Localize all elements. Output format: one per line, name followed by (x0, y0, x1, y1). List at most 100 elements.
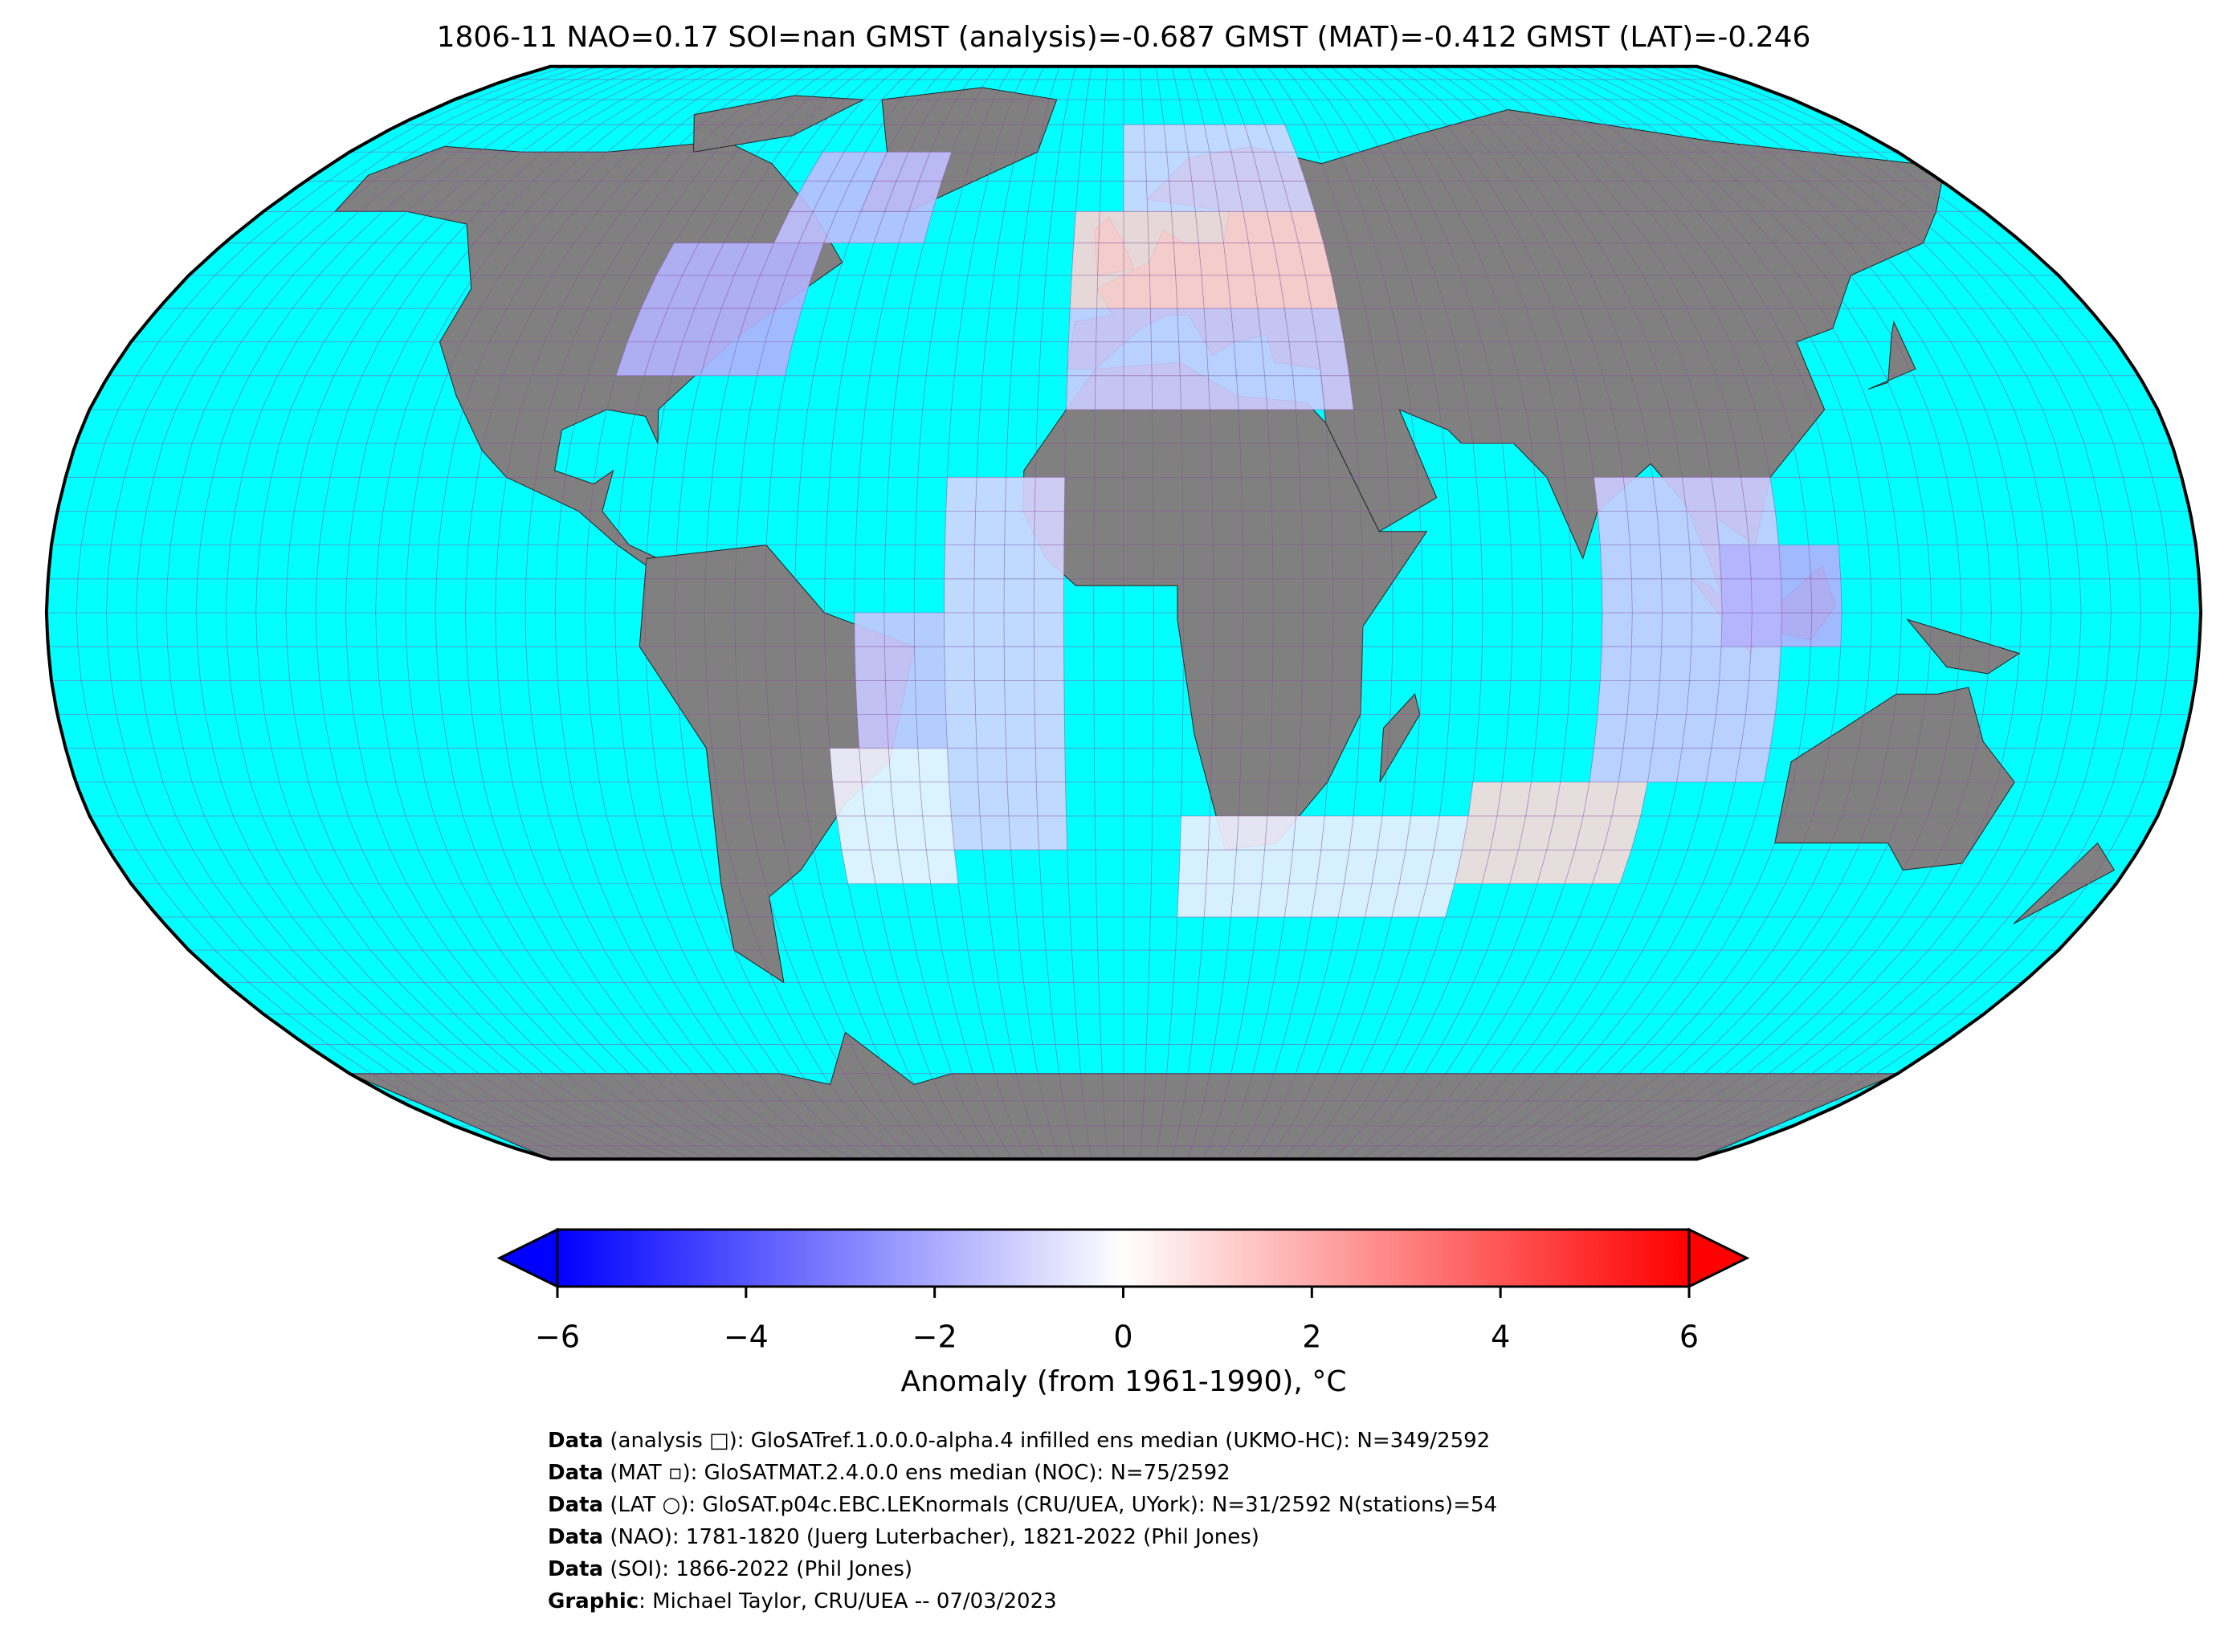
anomaly-cell (1778, 545, 1811, 579)
anomaly-cell (1594, 477, 1627, 512)
anomaly-cell (1166, 152, 1192, 182)
footer-line: Data (SOI): 1866-2022 (Phil Jones) (548, 1557, 912, 1581)
anomaly-cell (1204, 124, 1231, 153)
anomaly-cell (1259, 181, 1292, 212)
anomaly-cell (1462, 816, 1497, 850)
anomaly-cell (615, 341, 655, 376)
anomaly-cell (1037, 816, 1067, 850)
anomaly-cell (832, 781, 866, 816)
anomaly-cell (1509, 850, 1547, 884)
anomaly-cell (1208, 816, 1239, 850)
anomaly-cell (1291, 211, 1324, 243)
anomaly-cell (893, 816, 927, 850)
anomaly-cell (694, 275, 734, 309)
anomaly-cell (1195, 211, 1224, 243)
anomaly-cell (1204, 308, 1234, 342)
anomaly-cell (855, 680, 887, 715)
anomaly-cell (1627, 511, 1660, 545)
anomaly-cell (1257, 883, 1289, 917)
anomaly-cell (1518, 816, 1555, 850)
anomaly-cell (1124, 341, 1153, 376)
graticule (1298, 66, 1454, 1160)
anomaly-cell (1735, 748, 1770, 782)
anomaly-cell (1214, 181, 1243, 212)
anomaly-cell (1264, 816, 1296, 850)
anomaly-cell (1230, 308, 1262, 342)
anomaly-cell (710, 308, 749, 342)
graticule (1003, 66, 1061, 1160)
anomaly-cell (1146, 181, 1172, 212)
anomaly-cell (1034, 477, 1065, 512)
anomaly-cell (1537, 850, 1575, 884)
anomaly-cell (1706, 748, 1741, 782)
anomaly-cell (1227, 275, 1258, 309)
anomaly-cell (1169, 181, 1196, 212)
anomaly-cell (1554, 781, 1589, 816)
anomaly-cell (1289, 341, 1321, 376)
anomaly-cell (1574, 816, 1612, 850)
anomaly-cell (1740, 477, 1776, 512)
anomaly-cell (1147, 211, 1174, 243)
anomaly-cell (1676, 748, 1712, 782)
graticule (255, 66, 663, 1160)
anomaly-cell (1418, 883, 1455, 917)
anomaly-cell (773, 211, 814, 243)
anomaly-cell (977, 748, 1007, 782)
anomaly-cell (1468, 781, 1503, 816)
footer-label: Graphic (548, 1589, 639, 1613)
anomaly-cell (1630, 647, 1662, 681)
anomaly-cell (1583, 781, 1619, 816)
anomaly-cell (1316, 850, 1349, 884)
anomaly-cell (1691, 578, 1723, 613)
anomaly-cell (1124, 308, 1152, 342)
anomaly-cell (908, 181, 942, 212)
anomaly-cell (1810, 613, 1842, 647)
anomaly-cell (944, 578, 974, 613)
anomaly-cell (1180, 816, 1210, 850)
anomaly-cell (1810, 578, 1842, 613)
graticule (1267, 66, 1394, 1160)
anomaly-cell (1711, 477, 1746, 512)
anomaly-cell (1399, 850, 1434, 884)
anomaly-cell (884, 181, 920, 212)
footer-line: Graphic: Michael Taylor, CRU/UEA -- 07/0… (548, 1589, 1057, 1613)
graticule (1410, 66, 1663, 1160)
graticule (1633, 66, 2082, 1160)
anomaly-cell (1377, 816, 1411, 850)
anomaly-cell (926, 850, 958, 884)
anomaly-cell (1631, 613, 1663, 647)
graticule (1377, 66, 1603, 1160)
anomaly-cell (1682, 477, 1716, 512)
anomaly-cell (1175, 275, 1205, 309)
anomaly-cell (1004, 511, 1035, 545)
footer-label: Data (548, 1525, 603, 1549)
graticule (764, 66, 933, 1160)
graticule (1489, 66, 1813, 1160)
graticule (1394, 66, 1633, 1160)
land (1379, 693, 1421, 783)
anomaly-cell (1177, 308, 1206, 342)
anomaly-cell (922, 816, 955, 850)
anomaly-cell (1434, 816, 1469, 850)
anomaly-cell (1006, 748, 1037, 782)
anomaly-cell (1344, 850, 1378, 884)
anomaly-cell (1096, 308, 1124, 342)
graticule (165, 66, 614, 1160)
anomaly-cell (1320, 816, 1354, 850)
anomaly-cell (1600, 647, 1632, 681)
anomaly-cell (1391, 883, 1427, 917)
graticule (435, 66, 758, 1160)
anomaly-cell (1546, 816, 1584, 850)
anomaly-cell (837, 181, 874, 212)
anomaly-cell (1206, 341, 1237, 376)
anomaly-cell (1689, 545, 1721, 579)
anomaly-cell (700, 341, 738, 376)
anomaly-cell (1656, 511, 1690, 545)
graticule (644, 66, 870, 1160)
anomaly-cell (1261, 341, 1293, 376)
anomaly-cell (1124, 275, 1151, 309)
anomaly-cell (1656, 680, 1690, 715)
anomaly-cell (1749, 647, 1781, 681)
anomaly-cell (865, 816, 898, 850)
graticule (1553, 66, 1932, 1160)
